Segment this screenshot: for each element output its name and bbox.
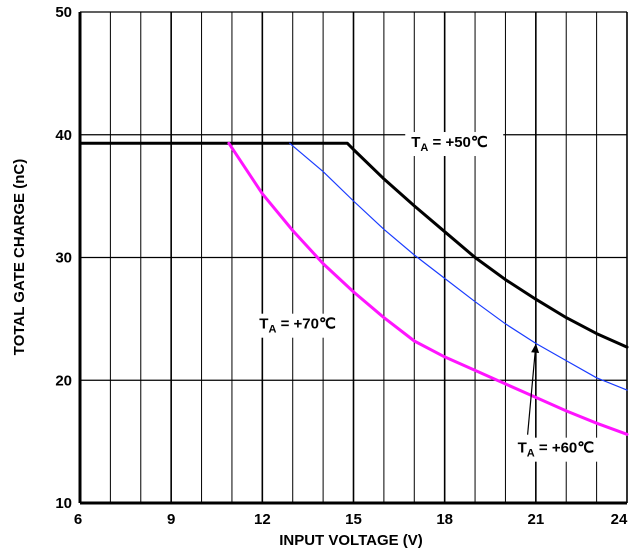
y-axis-label: TOTAL GATE CHARGE (nC) xyxy=(11,159,28,355)
series-annotation-1: TA = +50℃ xyxy=(411,134,488,154)
annotation-arrow xyxy=(527,343,540,435)
x-tick-label: 24 xyxy=(611,511,628,528)
x-tick-label: 18 xyxy=(436,511,453,528)
series-line-1 xyxy=(78,141,629,349)
y-tick-label: 50 xyxy=(55,4,72,21)
series-line-2 xyxy=(289,142,628,391)
y-tick-label: 20 xyxy=(55,372,72,389)
series-layer xyxy=(78,141,629,436)
y-tick-label: 40 xyxy=(55,127,72,144)
x-tick-label: 21 xyxy=(527,511,544,528)
annotation-background xyxy=(253,313,352,338)
y-tick-label: 30 xyxy=(55,250,72,267)
annotations: TA = +50℃ TA = +70℃ TA = +60℃ xyxy=(253,132,610,462)
tick-labels: 6 9 12 15 18 21 24 10 20 30 40 50 xyxy=(55,4,628,528)
axes-frame xyxy=(78,12,627,505)
x-tick-label: 12 xyxy=(254,511,271,528)
x-axis-label: INPUT VOLTAGE (V) xyxy=(279,532,423,549)
annotation-background xyxy=(511,437,610,462)
annotation-background xyxy=(405,132,504,157)
y-tick-label: 10 xyxy=(55,495,72,512)
x-tick-label: 9 xyxy=(167,511,175,528)
x-tick-label: 15 xyxy=(345,511,362,528)
series-line-3 xyxy=(227,141,629,436)
x-tick-label: 6 xyxy=(74,511,82,528)
series-annotation-2: TA = +70℃ xyxy=(259,316,336,336)
major-gridlines xyxy=(79,11,628,504)
series-annotation-3: TA = +60℃ xyxy=(518,440,595,460)
